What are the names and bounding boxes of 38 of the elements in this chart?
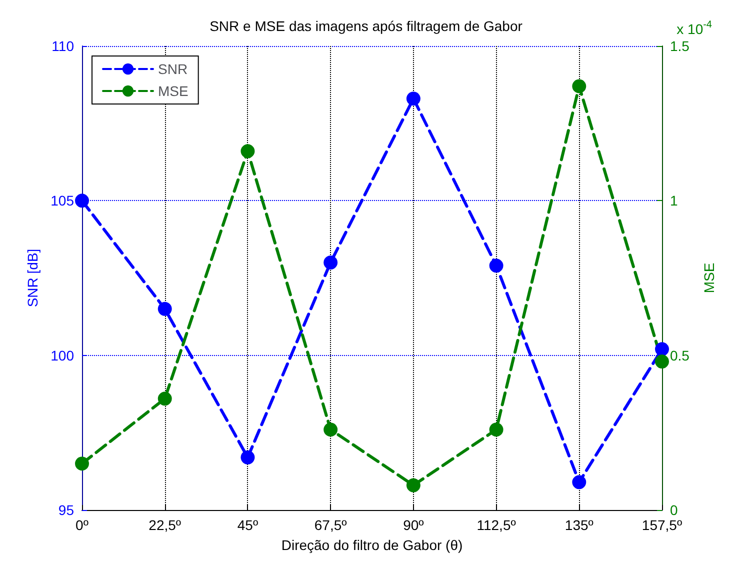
point bbox=[158, 392, 172, 406]
point bbox=[75, 456, 89, 471]
y-tick-label: 110 bbox=[52, 38, 74, 54]
y-axis-title: SNR [dB] bbox=[24, 248, 41, 308]
point bbox=[406, 92, 420, 106]
point bbox=[324, 256, 338, 270]
point bbox=[572, 475, 586, 490]
point bbox=[75, 194, 89, 208]
point bbox=[406, 478, 420, 492]
y2-tick-label: 0 bbox=[670, 502, 678, 518]
x-tick-label: 112,5º bbox=[476, 517, 516, 533]
x-tick-label: 22,5º bbox=[148, 517, 182, 533]
legend-label: SNR bbox=[158, 61, 188, 77]
x-tick-label: 157,5º bbox=[642, 517, 682, 533]
point bbox=[572, 79, 586, 94]
point bbox=[655, 354, 669, 369]
x-tick-label: 90º bbox=[403, 517, 424, 533]
y-tick-label: 100 bbox=[50, 347, 74, 364]
point bbox=[489, 258, 504, 273]
y-tick-label: 105 bbox=[50, 192, 74, 209]
y2-tick-label: 1.5 bbox=[670, 38, 690, 54]
point bbox=[655, 342, 669, 356]
x-tick-label: 67,5º bbox=[314, 517, 347, 533]
chart-title: SNR e MSE das imagens após filtragem de Gabor bbox=[210, 18, 523, 34]
legend-label: MSE bbox=[158, 83, 188, 99]
y2-tick-label: 1 bbox=[670, 192, 678, 209]
point bbox=[240, 450, 255, 464]
x-tick-label: 0º bbox=[76, 517, 88, 533]
point bbox=[324, 422, 338, 437]
y-tick-label: 95 bbox=[58, 502, 74, 518]
point bbox=[240, 144, 255, 158]
x-tick-label: 135º bbox=[564, 517, 594, 533]
y2-tick-label: 0.5 bbox=[670, 347, 690, 364]
x-axis-title: Direção do filtro de Gabor (θ) bbox=[281, 537, 463, 553]
y2-axis-title: MSE bbox=[701, 262, 717, 294]
x-tick-label: 45º bbox=[237, 517, 258, 533]
point bbox=[158, 302, 172, 316]
point bbox=[489, 422, 504, 437]
